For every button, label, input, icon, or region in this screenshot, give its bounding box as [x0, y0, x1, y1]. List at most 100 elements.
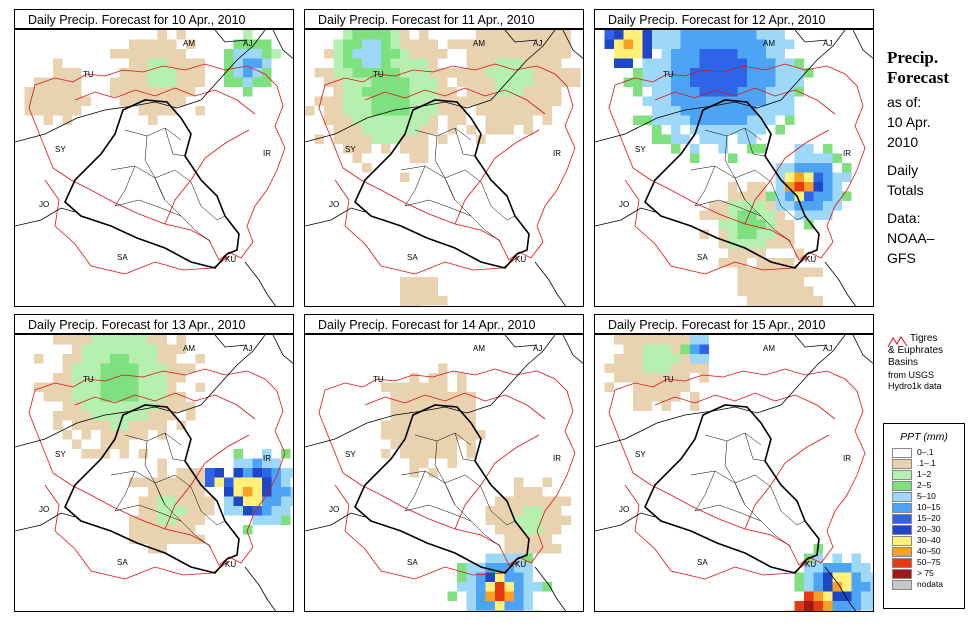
precip-cell: [81, 96, 91, 106]
precip-cell: [642, 30, 652, 40]
precip-cell: [485, 39, 495, 49]
legend-swatch: [892, 503, 912, 513]
country-label: AJ: [823, 344, 832, 353]
precip-cell: [804, 182, 814, 192]
precip-cell: [542, 77, 552, 87]
precip-cell: [195, 58, 205, 68]
panel-title: Daily Precip. Forecast for 14 Apr., 2010: [304, 314, 584, 334]
precip-cell: [747, 305, 757, 306]
precip-cell: [176, 77, 186, 87]
country-label: AJ: [533, 344, 542, 353]
precip-cell: [552, 525, 562, 535]
precip-cell: [167, 68, 177, 78]
precip-cell: [362, 30, 372, 40]
precip-cell: [400, 77, 410, 87]
precip-cell: [680, 382, 690, 392]
precip-cell: [504, 506, 514, 516]
precip-cell: [428, 39, 438, 49]
precip-cell: [371, 49, 381, 59]
precip-cell: [571, 77, 581, 87]
precip-cell: [542, 582, 552, 592]
precip-cell: [823, 582, 833, 592]
precip-cell: [504, 601, 514, 611]
precip-cell: [167, 96, 177, 106]
country-label: AM: [763, 39, 775, 48]
precip-cell: [138, 496, 148, 506]
precip-cell: [381, 30, 391, 40]
precip-cell: [428, 468, 438, 478]
precip-cell: [794, 572, 804, 582]
precip-cell: [43, 115, 53, 125]
precip-cell: [72, 382, 82, 392]
precip-cell: [100, 430, 110, 440]
precip-cell: [352, 87, 362, 97]
precip-cell: [138, 77, 148, 87]
precip-cell: [737, 58, 747, 68]
precip-cell: [804, 191, 814, 201]
country-label: AJ: [243, 39, 252, 48]
precip-cell: [709, 30, 719, 40]
precip-cell: [466, 601, 476, 611]
precip-cell: [409, 96, 419, 106]
precip-cell: [533, 96, 543, 106]
precip-cell: [851, 572, 861, 582]
precip-cell: [157, 544, 167, 554]
precip-cell: [523, 496, 533, 506]
country-label: KU: [515, 560, 526, 569]
precip-cell: [804, 163, 814, 173]
precip-cell: [561, 39, 571, 49]
precip-cell: [53, 68, 63, 78]
precip-cell: [699, 106, 709, 116]
precip-cell: [642, 49, 652, 59]
precip-cell: [186, 77, 196, 87]
precip-cell: [661, 39, 671, 49]
precip-cell: [224, 58, 234, 68]
precip-cell: [381, 125, 391, 135]
precip-cell: [428, 106, 438, 116]
precip-cell: [870, 582, 873, 592]
precip-cell: [333, 134, 343, 144]
precip-cell: [785, 258, 795, 268]
precip-cell: [81, 382, 91, 392]
precip-cell: [438, 49, 448, 59]
country-label: AM: [183, 39, 195, 48]
precip-cell: [343, 87, 353, 97]
precip-cell: [409, 58, 419, 68]
precip-cell: [633, 335, 643, 345]
precip-cell: [428, 277, 438, 287]
precip-cell: [362, 125, 372, 135]
precip-cell: [243, 506, 253, 516]
precip-cell: [129, 335, 139, 345]
precip-cell: [81, 392, 91, 402]
precip-cell: [775, 125, 785, 135]
precip-cell: [756, 49, 766, 59]
precip-cell: [400, 382, 410, 392]
country-label: JO: [39, 505, 49, 514]
precip-cell: [804, 201, 814, 211]
precip-cell: [53, 96, 63, 106]
precip-cell: [642, 401, 652, 411]
precip-cell: [870, 601, 873, 611]
precip-cell: [214, 468, 224, 478]
precip-cell: [823, 572, 833, 582]
precip-cell: [785, 277, 795, 287]
precip-cell: [775, 305, 785, 306]
precip-cell: [661, 344, 671, 354]
precip-cell: [661, 354, 671, 364]
precip-cell: [53, 382, 63, 392]
precip-cell: [428, 411, 438, 421]
precip-cell: [552, 506, 562, 516]
precip-cell: [400, 305, 410, 306]
precip-cell: [119, 392, 129, 402]
precip-cell: [832, 182, 842, 192]
precip-cell: [457, 382, 467, 392]
precip-cell: [842, 172, 852, 182]
precip-cell: [81, 430, 91, 440]
precip-cell: [195, 496, 205, 506]
precip-cell: [747, 210, 757, 220]
precip-cell: [514, 591, 524, 601]
precip-cell: [709, 96, 719, 106]
precip-cell: [832, 582, 842, 592]
precip-cell: [352, 134, 362, 144]
precip-cell: [747, 267, 757, 277]
